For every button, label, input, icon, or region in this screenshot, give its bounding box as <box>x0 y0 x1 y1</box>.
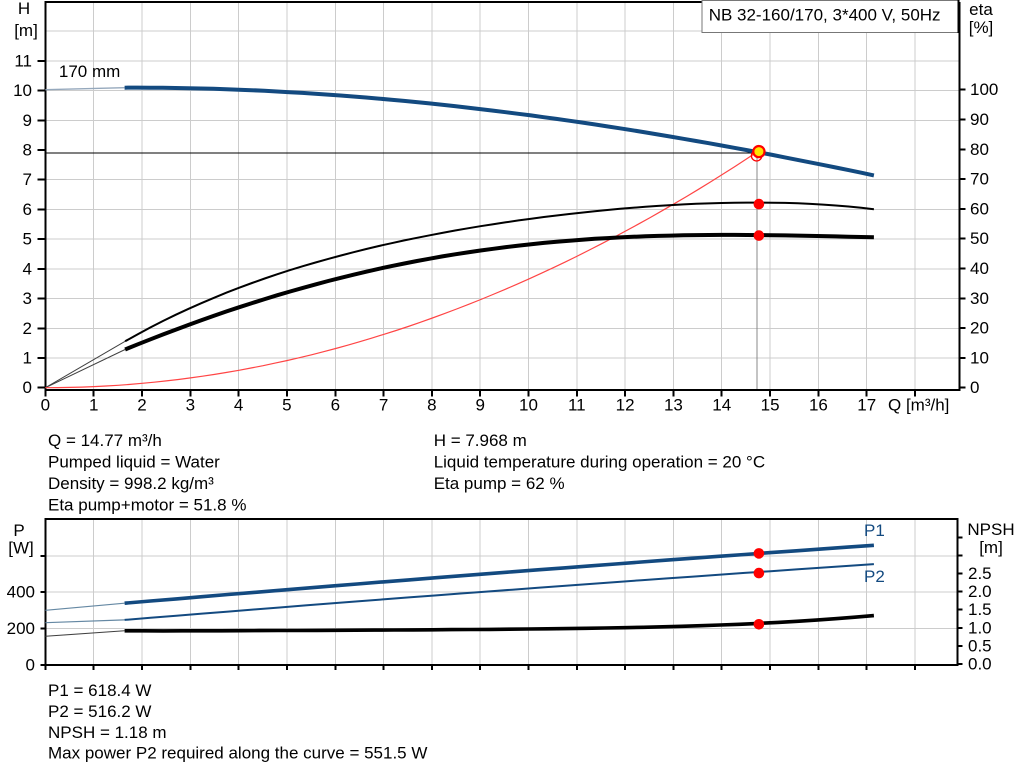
svg-text:20: 20 <box>970 319 989 338</box>
svg-text:90: 90 <box>970 110 989 129</box>
svg-text:6: 6 <box>331 396 340 415</box>
svg-text:7: 7 <box>23 170 32 189</box>
svg-text:Liquid temperature during oper: Liquid temperature during operation = 20… <box>434 453 765 472</box>
svg-text:400: 400 <box>7 583 35 602</box>
svg-text:11: 11 <box>568 396 586 415</box>
svg-text:NB 32-160/170, 3*400 V, 50Hz: NB 32-160/170, 3*400 V, 50Hz <box>709 6 941 25</box>
svg-text:0: 0 <box>23 378 32 397</box>
svg-text:NPSH = 1.18 m: NPSH = 1.18 m <box>48 723 167 742</box>
svg-text:NPSH: NPSH <box>967 520 1014 539</box>
svg-text:9: 9 <box>23 111 32 130</box>
svg-text:30: 30 <box>970 289 989 308</box>
svg-text:Density = 998.2 kg/m³: Density = 998.2 kg/m³ <box>48 474 214 493</box>
svg-text:0: 0 <box>26 655 35 674</box>
svg-text:0.5: 0.5 <box>968 636 992 655</box>
svg-text:100: 100 <box>970 80 998 99</box>
svg-text:[m]: [m] <box>979 538 1003 557</box>
svg-text:0.0: 0.0 <box>968 655 992 674</box>
svg-text:10: 10 <box>970 348 989 367</box>
svg-text:8: 8 <box>23 141 32 160</box>
svg-text:Q [m³/h]: Q [m³/h] <box>888 396 949 415</box>
svg-text:17: 17 <box>857 396 876 415</box>
svg-text:11: 11 <box>14 51 32 70</box>
svg-text:2: 2 <box>137 396 146 415</box>
svg-text:3: 3 <box>186 396 195 415</box>
svg-text:Max power P2 required along th: Max power P2 required along the curve = … <box>48 744 427 763</box>
svg-text:15: 15 <box>761 396 780 415</box>
svg-text:[W]: [W] <box>8 539 34 558</box>
svg-text:13: 13 <box>664 396 683 415</box>
svg-text:H = 7.968 m: H = 7.968 m <box>434 431 527 450</box>
svg-text:2: 2 <box>23 319 32 338</box>
svg-text:H: H <box>18 0 30 18</box>
svg-text:14: 14 <box>712 396 731 415</box>
svg-text:4: 4 <box>23 259 32 278</box>
svg-text:70: 70 <box>970 170 989 189</box>
svg-text:10: 10 <box>519 396 538 415</box>
svg-text:60: 60 <box>970 199 989 218</box>
svg-text:Q = 14.77 m³/h: Q = 14.77 m³/h <box>48 431 162 450</box>
svg-text:eta: eta <box>969 0 993 19</box>
svg-text:Eta pump+motor = 51.8 %: Eta pump+motor = 51.8 % <box>48 496 246 515</box>
svg-text:10: 10 <box>13 81 32 100</box>
svg-text:[m]: [m] <box>14 21 38 40</box>
svg-text:9: 9 <box>475 396 484 415</box>
svg-text:P2: P2 <box>864 567 885 586</box>
svg-text:0: 0 <box>970 378 979 397</box>
svg-text:200: 200 <box>7 619 35 638</box>
svg-text:170 mm: 170 mm <box>59 62 120 81</box>
svg-text:[%]: [%] <box>969 18 994 37</box>
svg-text:12: 12 <box>616 396 635 415</box>
svg-text:Pumped liquid = Water: Pumped liquid = Water <box>48 453 220 472</box>
svg-text:2.0: 2.0 <box>968 582 992 601</box>
svg-text:7: 7 <box>379 396 388 415</box>
svg-text:80: 80 <box>970 140 989 159</box>
svg-text:16: 16 <box>809 396 828 415</box>
svg-text:4: 4 <box>234 396 243 415</box>
svg-text:Eta pump = 62 %: Eta pump = 62 % <box>434 474 565 493</box>
svg-text:5: 5 <box>23 230 32 249</box>
svg-text:40: 40 <box>970 259 989 278</box>
svg-text:50: 50 <box>970 229 989 248</box>
svg-text:1.5: 1.5 <box>968 600 992 619</box>
svg-text:3: 3 <box>23 289 32 308</box>
svg-text:2.5: 2.5 <box>968 564 992 583</box>
svg-text:8: 8 <box>427 396 436 415</box>
svg-text:P: P <box>13 521 24 540</box>
svg-text:1: 1 <box>89 396 98 415</box>
svg-text:P1 = 618.4 W: P1 = 618.4 W <box>48 681 151 700</box>
svg-text:6: 6 <box>23 200 32 219</box>
svg-text:5: 5 <box>282 396 291 415</box>
svg-text:0: 0 <box>41 396 50 415</box>
svg-text:1: 1 <box>23 349 32 368</box>
svg-text:P1: P1 <box>864 521 885 540</box>
svg-text:1.0: 1.0 <box>968 618 992 637</box>
svg-text:P2 = 516.2 W: P2 = 516.2 W <box>48 702 151 721</box>
